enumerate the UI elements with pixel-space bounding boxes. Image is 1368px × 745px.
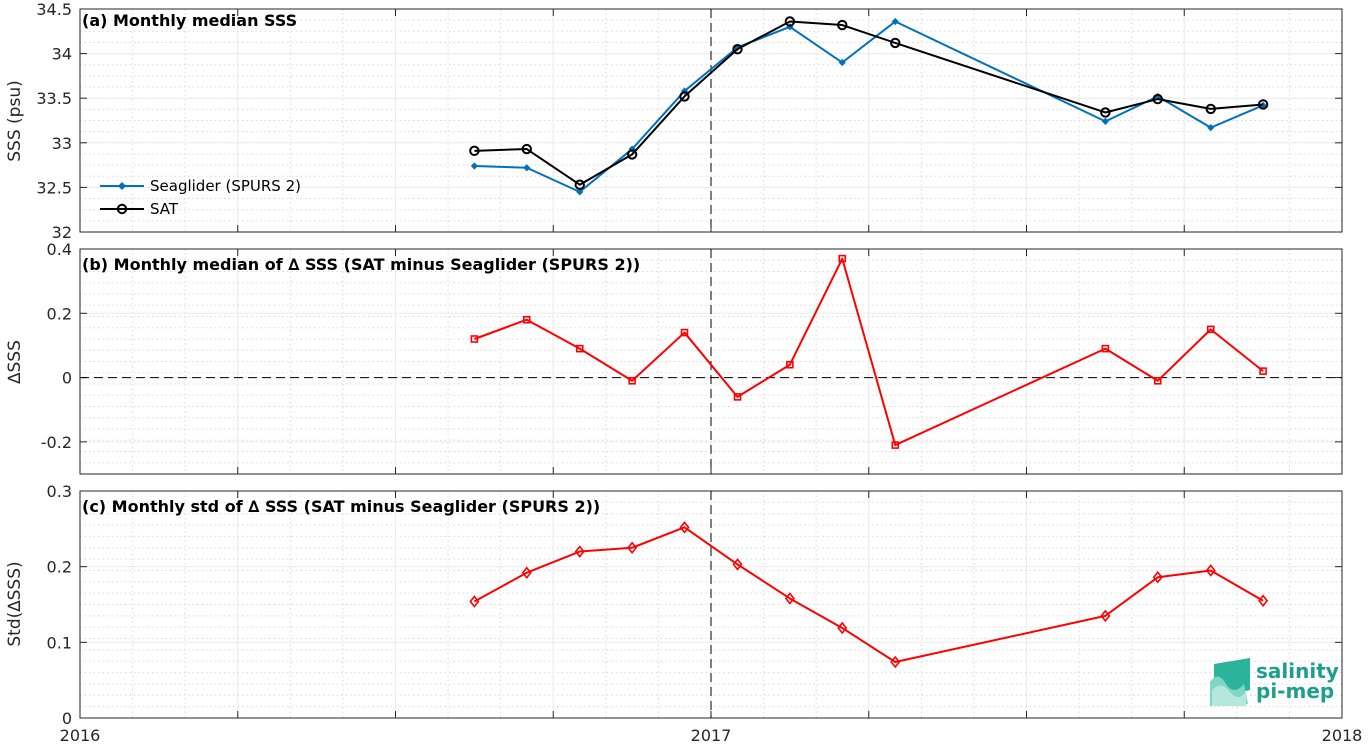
panel-a-point [626, 149, 638, 160]
panel-a-point [469, 145, 480, 157]
panel-b-point [1206, 325, 1215, 334]
panel-c-point [837, 621, 848, 635]
panel-b-point [891, 441, 900, 449]
panel-b-point [733, 393, 742, 401]
panel-c-xtick-label: 2016 [60, 726, 101, 745]
panel-a-point [838, 58, 846, 67]
panel-b-point [1153, 376, 1162, 385]
panel-c-ytick-label: 0.1 [47, 633, 72, 652]
legend-label-seaglider: Seaglider (SPURS 2) [150, 177, 301, 195]
panel-a-point [523, 164, 531, 172]
panel-a-point [521, 143, 532, 155]
panel-c-title: (c) Monthly std of ∆ SSS (SAT minus Seag… [82, 497, 600, 516]
panel-a-ytick-label: 33 [52, 134, 72, 153]
panel-c-point [627, 541, 638, 555]
panel-b-ytick-label: 0.2 [47, 304, 72, 323]
panel-a-ylabel: SSS (psu) [5, 80, 25, 161]
wave-logo-icon [1210, 658, 1250, 706]
panel-c-ytick-label: 0.2 [47, 558, 72, 577]
panel-a-ytick-label: 32 [52, 223, 72, 242]
panel-a-point [837, 19, 848, 31]
panel-a-point [1100, 107, 1111, 118]
panel-a-point [1257, 99, 1269, 110]
panel-c-point [521, 566, 532, 580]
panel-c-point [890, 655, 901, 669]
panel-b-point [838, 254, 847, 263]
panel-a-point [679, 91, 690, 102]
panel-b-ytick-label: 0 [62, 369, 72, 388]
panel-a-point [1207, 124, 1215, 132]
panel-a-point [891, 17, 899, 26]
panel-b-point [575, 344, 584, 353]
panel-a-point [470, 162, 478, 170]
panel-b-ytick-label: -0.2 [41, 433, 72, 452]
panel-a-point [890, 37, 901, 49]
panel-a-point [1205, 103, 1216, 115]
panel-c-point [679, 521, 690, 534]
panel-a-ytick-label: 34 [52, 45, 72, 64]
panel-c-point [574, 545, 585, 558]
logo-line2: pi-mep [1256, 679, 1334, 703]
panel-c-point [784, 592, 795, 605]
panel-b-point [470, 335, 479, 343]
logo-line1: salinity [1256, 659, 1339, 683]
panel-a-point [732, 43, 743, 55]
legend: Seaglider (SPURS 2) SAT [100, 177, 301, 218]
panel-b-ytick-label: 0.4 [47, 240, 72, 259]
panel-a-ytick-label: 34.5 [36, 0, 72, 19]
panel-c-point [1100, 609, 1111, 623]
panel-b-point [1101, 344, 1110, 353]
panel-c-xtick-label: 2017 [691, 726, 732, 745]
panel-b-point [786, 360, 794, 369]
panel-a-point [574, 179, 585, 190]
panel-c-ytick-label: 0 [62, 709, 72, 728]
salinity-pi-mep-logo: salinity pi-mep [1210, 658, 1339, 706]
panel-c-point [1205, 564, 1216, 577]
panel-a-ytick-label: 32.5 [36, 178, 72, 197]
panel-a-point [576, 188, 584, 196]
panel-a-point [1152, 93, 1163, 105]
panel-c-ytick-label: 0.3 [47, 482, 72, 501]
panel-b-title: (b) Monthly median of ∆ SSS (SAT minus S… [82, 255, 640, 274]
panel-b-point [522, 315, 531, 324]
panel-c-series-0-line [473, 526, 1264, 664]
panel-a-series-1-line [474, 20, 1264, 186]
panel-a-point [1101, 117, 1109, 125]
panel-a-point [784, 16, 796, 27]
panel-b-ylabel: ∆SSS [5, 340, 25, 385]
text-layer: (a) Monthly median SSS (b) Monthly media… [5, 0, 1362, 745]
panel-c-point [732, 558, 743, 571]
panel-c-ylabel: Std(∆SSS) [5, 561, 25, 646]
panel-b-point [680, 328, 689, 337]
panel-a-ytick-label: 33.5 [36, 89, 72, 108]
panel-b-point [1259, 367, 1267, 375]
panel-c-point [1152, 570, 1163, 584]
panel-b-series-0-line [474, 257, 1264, 447]
data-layer [80, 9, 1342, 718]
panel-c-point [1258, 594, 1269, 607]
legend-marker-sat [116, 203, 128, 215]
legend-label-sat: SAT [150, 200, 179, 218]
panel-a-title: (a) Monthly median SSS [82, 11, 297, 30]
panel-c-point [469, 595, 480, 608]
panel-b-point [628, 376, 636, 385]
legend-marker-seaglider [118, 182, 126, 190]
panel-c-xtick-label: 2018 [1322, 726, 1363, 745]
